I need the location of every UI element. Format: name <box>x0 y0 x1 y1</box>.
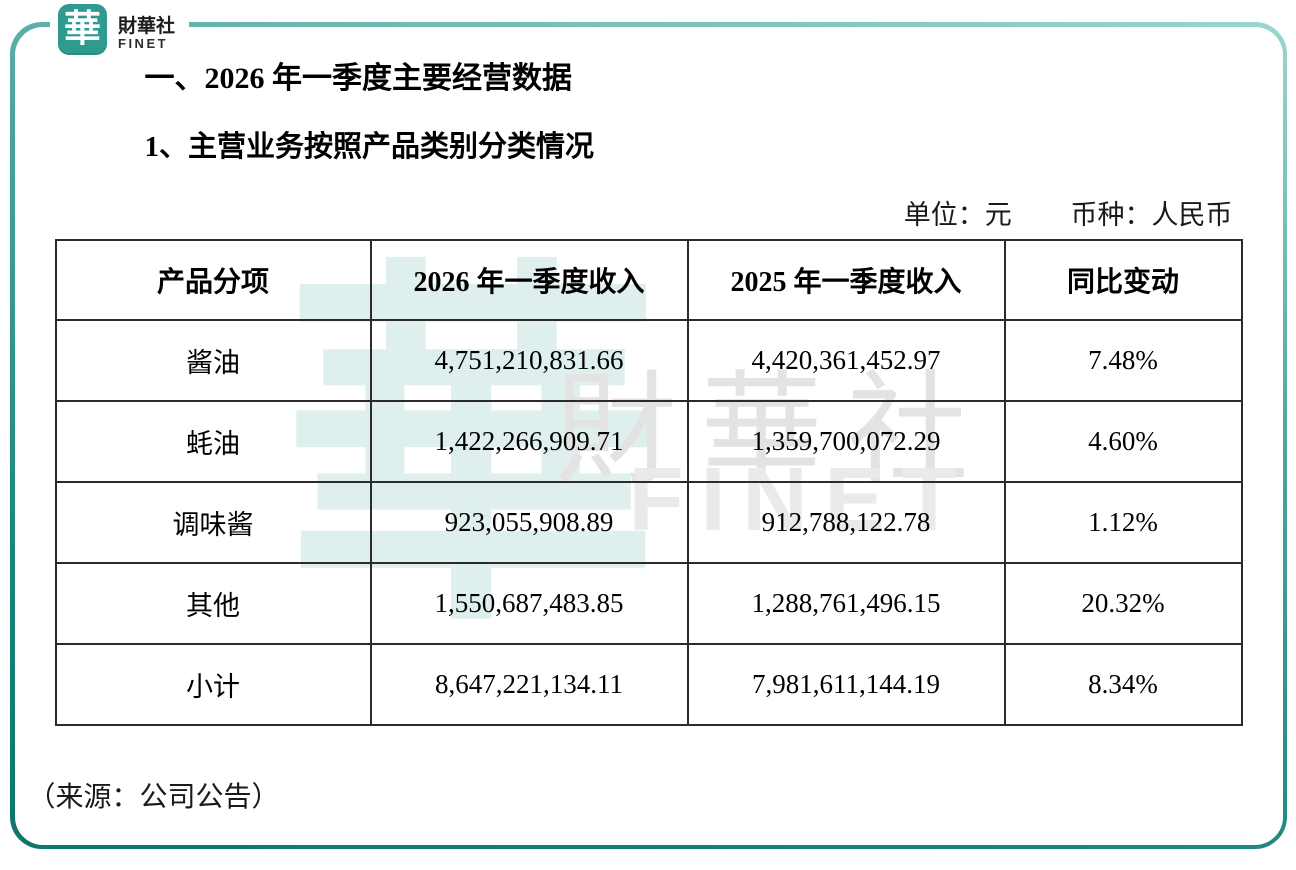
product-cell: 蚝油 <box>54 399 372 483</box>
table-row-others: 其他 1,550,687,483.85 1,288,761,496.15 20.… <box>54 561 1243 645</box>
revenue-2026-cell: 1,550,687,483.85 <box>369 561 689 645</box>
yoy-cell: 7.48% <box>1003 318 1243 402</box>
yoy-cell: 8.34% <box>1003 642 1243 726</box>
revenue-2025-cell: 1,359,700,072.29 <box>686 399 1006 483</box>
finet-logo-subname: FINET <box>118 35 169 51</box>
product-cell: 调味酱 <box>54 480 372 564</box>
header-q1-2025-revenue: 2025 年一季度收入 <box>686 238 1006 321</box>
finet-logo-name: 財華社 <box>118 16 176 37</box>
finet-logo-text: 財華社 FINET <box>118 17 175 52</box>
revenue-2025-cell: 1,288,761,496.15 <box>686 561 1006 645</box>
revenue-2025-cell: 912,788,122.78 <box>686 480 1006 564</box>
finet-logo: 華 財華社 FINET <box>50 2 190 57</box>
finet-logo-badge-icon: 華 <box>58 4 107 55</box>
header-yoy-change: 同比变动 <box>1003 238 1243 321</box>
page-frame: 華 財華社 FINET 一、2026 年一季度主要经营数据 1、主营业务按照产品… <box>10 22 1287 849</box>
header-q1-2026-revenue: 2026 年一季度收入 <box>369 238 689 321</box>
revenue-2026-cell: 1,422,266,909.71 <box>369 399 689 483</box>
revenue-2026-cell: 8,647,221,134.11 <box>369 642 689 726</box>
revenue-2026-cell: 4,751,210,831.66 <box>369 318 689 402</box>
revenue-2026-cell: 923,055,908.89 <box>369 480 689 564</box>
table-row-subtotal: 小计 8,647,221,134.11 7,981,611,144.19 8.3… <box>54 642 1243 726</box>
unit-currency-note: 单位：元 币种：人民币 <box>55 193 1241 232</box>
yoy-cell: 20.32% <box>1003 561 1243 645</box>
page-frame-inner: 華 財華社 FINET 一、2026 年一季度主要经营数据 1、主营业务按照产品… <box>14 26 1283 845</box>
product-cell: 小计 <box>54 642 372 726</box>
product-revenue-table: 产品分项 2026 年一季度收入 2025 年一季度收入 同比变动 酱油 4,7… <box>54 238 1243 726</box>
table-header-row: 产品分项 2026 年一季度收入 2025 年一季度收入 同比变动 <box>54 238 1243 321</box>
yoy-cell: 4.60% <box>1003 399 1243 483</box>
revenue-2025-cell: 7,981,611,144.19 <box>686 642 1006 726</box>
product-cell: 酱油 <box>54 318 372 402</box>
header-product-category: 产品分项 <box>54 238 372 321</box>
table-row-soy-sauce: 酱油 4,751,210,831.66 4,420,361,452.97 7.4… <box>54 318 1243 402</box>
section-title: 一、2026 年一季度主要经营数据 <box>144 61 573 95</box>
currency-note: 币种：人民币 <box>1070 199 1233 230</box>
table-row-seasoning-sauce: 调味酱 923,055,908.89 912,788,122.78 1.12% <box>54 480 1243 564</box>
unit-note: 单位：元 <box>903 199 1012 230</box>
table-row-oyster-sauce: 蚝油 1,422,266,909.71 1,359,700,072.29 4.6… <box>54 399 1243 483</box>
product-cell: 其他 <box>54 561 372 645</box>
source-note: （来源：公司公告） <box>27 781 280 813</box>
revenue-2025-cell: 4,420,361,452.97 <box>686 318 1006 402</box>
subsection-title: 1、主营业务按照产品类别分类情况 <box>144 130 595 163</box>
yoy-cell: 1.12% <box>1003 480 1243 564</box>
